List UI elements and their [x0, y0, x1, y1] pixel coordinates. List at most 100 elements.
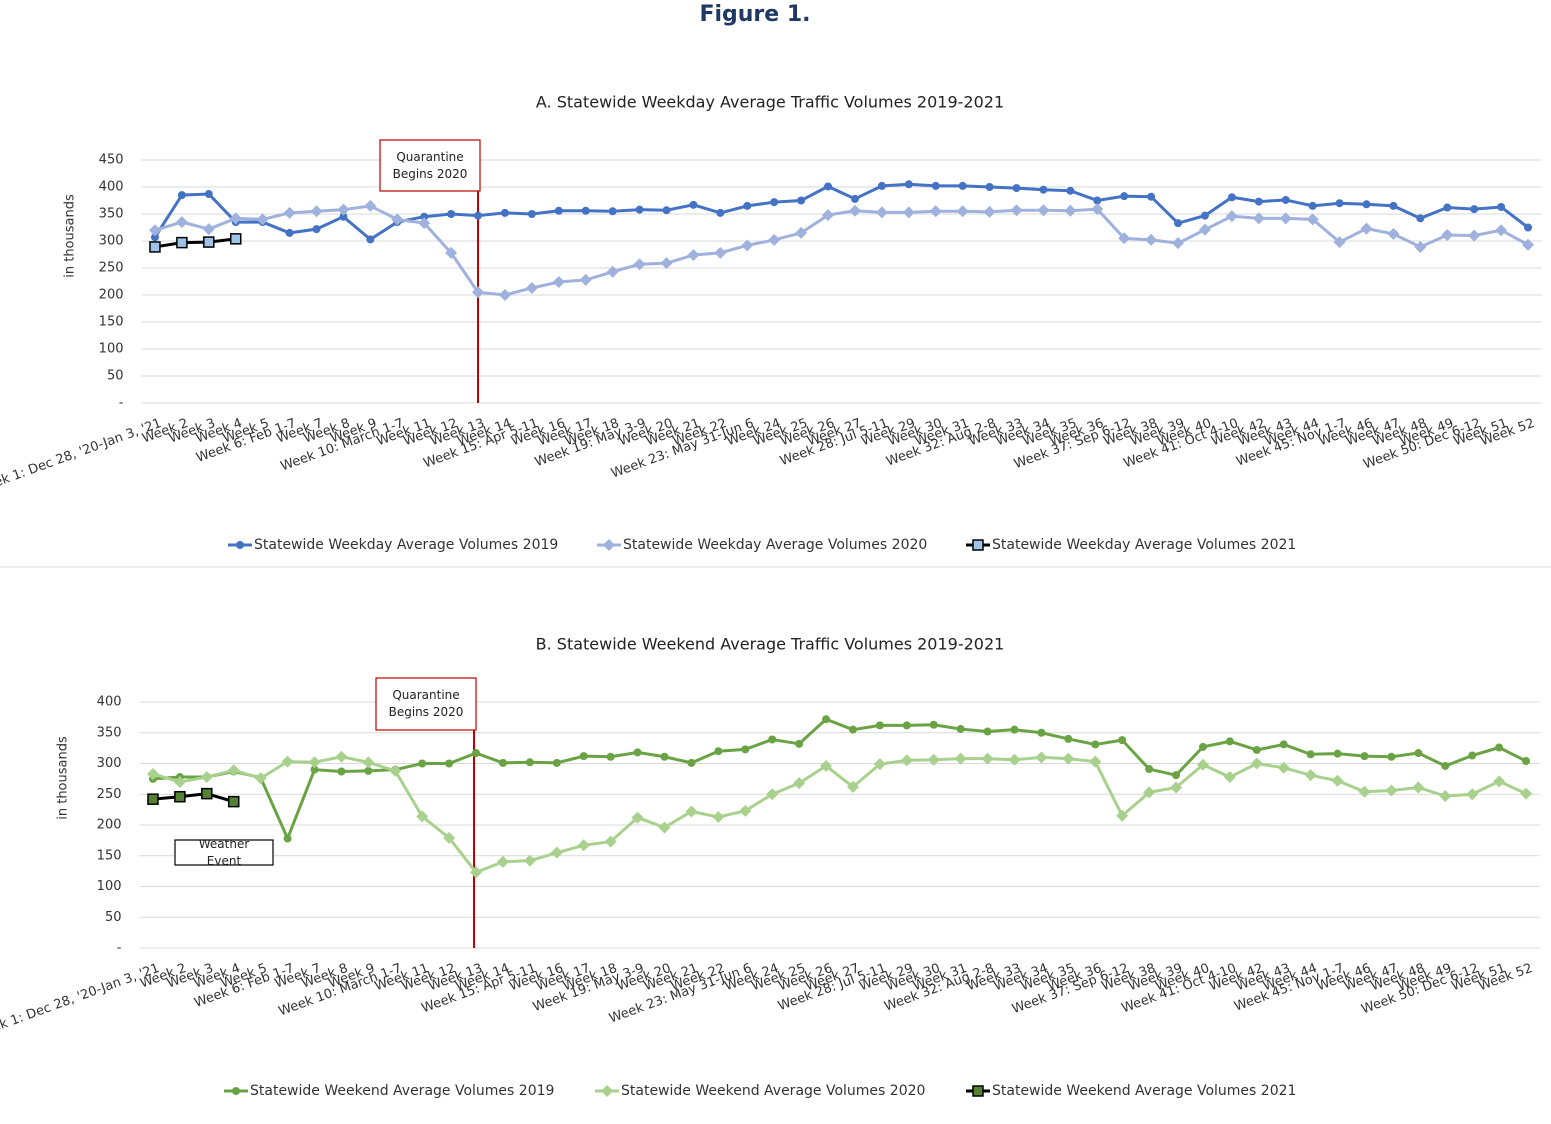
series: [148, 715, 1531, 843]
point: [929, 205, 942, 218]
point: [474, 211, 483, 220]
point: [1308, 201, 1317, 210]
y-tick-label: -: [117, 941, 122, 956]
point: [1468, 229, 1481, 242]
y-tick-label: 50: [107, 369, 124, 384]
point: [472, 286, 485, 299]
legend-label: Statewide Weekend Average Volumes 2020: [621, 1083, 925, 1099]
point: [1387, 752, 1396, 761]
point: [1064, 204, 1077, 217]
point: [308, 756, 321, 769]
series: [149, 233, 242, 253]
point: [176, 236, 188, 249]
legend-marker: [232, 1087, 240, 1095]
legend-marker: [236, 541, 244, 549]
point: [743, 201, 752, 210]
annotation: Quarantine Begins 2020: [389, 688, 464, 719]
point: [1225, 210, 1238, 223]
point: [229, 233, 242, 245]
point: [1524, 223, 1533, 232]
point: [1497, 202, 1506, 211]
point: [527, 210, 536, 218]
series-line: [154, 237, 236, 249]
point: [983, 727, 992, 736]
point: [254, 772, 267, 785]
point: [1223, 771, 1236, 784]
chart-title: B. Statewide Weekend Average Traffic Vol…: [536, 635, 1005, 654]
point: [1493, 775, 1506, 788]
y-tick-label: 350: [99, 207, 124, 222]
annotation-box: [375, 677, 477, 731]
point: [1035, 751, 1048, 764]
annotation-text: Quarantine Begins 2020: [392, 149, 468, 181]
point: [148, 224, 161, 237]
point: [364, 766, 373, 775]
point: [1062, 752, 1075, 765]
series-line: [152, 792, 235, 804]
point: [1120, 192, 1129, 201]
legend-label: Statewide Weekend Average Volumes 2019: [250, 1083, 554, 1099]
point: [362, 756, 375, 769]
x-tick-label: Week 1: Dec 28, '20-Jan 3, '21: [0, 961, 162, 1042]
point: [420, 212, 429, 221]
point: [1360, 222, 1373, 235]
point: [1414, 240, 1427, 253]
point: [498, 758, 507, 767]
point: [1147, 192, 1156, 201]
point: [770, 198, 779, 207]
point: [335, 750, 348, 763]
series: [147, 787, 240, 808]
point: [1172, 771, 1181, 780]
series: [148, 199, 1535, 301]
point: [875, 721, 884, 730]
point: [337, 203, 350, 216]
point: [954, 752, 967, 765]
point: [635, 205, 644, 214]
point: [822, 209, 835, 222]
point: [1414, 749, 1423, 758]
y-tick-label: 450: [99, 153, 124, 168]
point: [685, 805, 698, 818]
point: [606, 265, 619, 278]
point: [472, 749, 481, 758]
series-line: [152, 717, 1527, 843]
point: [712, 811, 725, 824]
point: [1089, 755, 1102, 768]
point: [525, 281, 538, 294]
point: [1010, 204, 1023, 217]
point: [1093, 196, 1102, 205]
series: [150, 180, 1533, 244]
point: [929, 720, 938, 729]
point: [1333, 749, 1342, 758]
point: [1200, 211, 1209, 220]
point: [177, 191, 186, 200]
point: [1116, 809, 1129, 822]
point: [985, 183, 994, 191]
point: [445, 759, 454, 768]
point: [203, 236, 215, 248]
annotation-box: [379, 139, 481, 192]
point: [1389, 201, 1398, 210]
point: [149, 241, 161, 253]
point: [1281, 195, 1290, 204]
y-tick-label: 350: [97, 725, 122, 740]
point: [904, 180, 913, 189]
point: [658, 821, 671, 834]
point: [660, 752, 669, 761]
point: [391, 213, 404, 226]
point: [1495, 743, 1504, 752]
point: [1412, 781, 1425, 794]
point: [1037, 728, 1046, 737]
y-tick-label: 150: [99, 315, 124, 330]
point: [633, 748, 642, 757]
point: [716, 208, 725, 217]
y-tick-label: 400: [97, 695, 122, 710]
point: [931, 181, 940, 190]
point: [1008, 753, 1021, 766]
point: [150, 233, 159, 242]
point: [877, 181, 886, 190]
y-tick-label: 300: [99, 234, 124, 249]
point: [201, 787, 213, 800]
point: [768, 233, 781, 246]
point: [525, 758, 534, 767]
